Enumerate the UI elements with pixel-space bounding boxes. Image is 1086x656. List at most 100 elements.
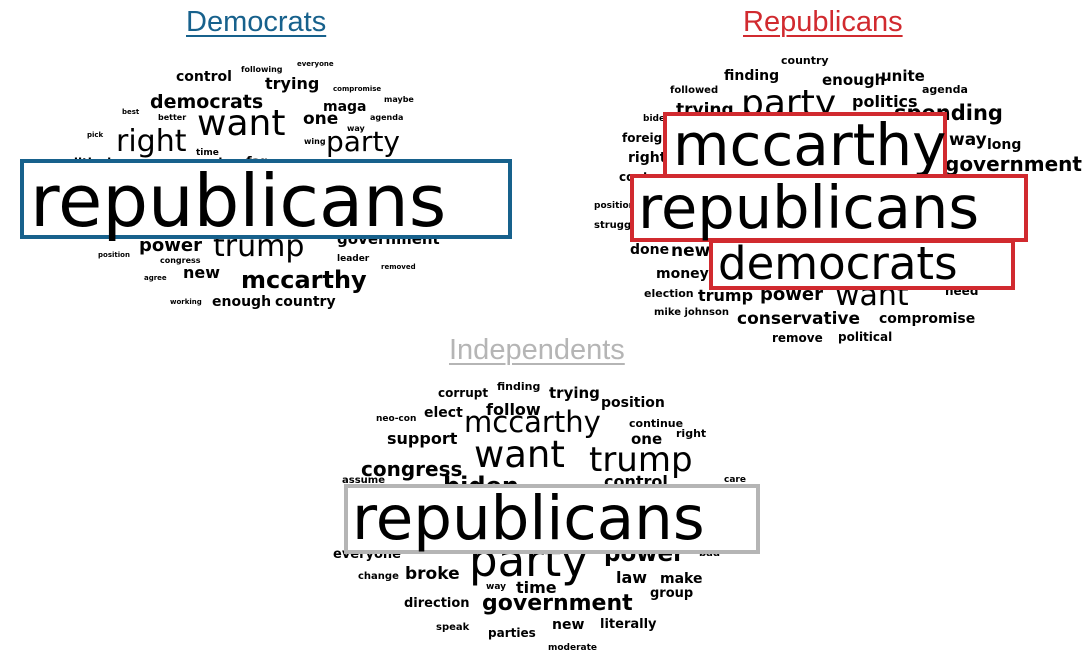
republicans-cloud-word: done (630, 242, 670, 258)
democrats-cloud-word: removed (381, 263, 416, 271)
democrats-cloud-word: mccarthy (241, 266, 367, 294)
independents-cloud-word: corrupt (438, 386, 489, 400)
democrats-cloud-word: maybe (384, 95, 414, 104)
republicans-cloud-word: government (945, 152, 1082, 176)
independents-cloud-word: way (486, 582, 506, 592)
independents-cloud-word: care (724, 475, 746, 485)
republicans-cloud-word: foreign (622, 131, 671, 145)
democrats-cloud-word: time (196, 148, 219, 158)
republicans-cloud-word: mike johnson (654, 307, 729, 318)
republicans-cloud-word: way (949, 130, 987, 150)
independents-cloud-word: group (650, 586, 694, 601)
democrats-cloud-word: right (116, 124, 187, 159)
democrats-cloud-word: working (170, 298, 202, 306)
independents-highlight-word: republicans (352, 483, 705, 554)
republicans-highlight-box-1: mccarthy (663, 112, 947, 180)
independents-cloud-word: elect (424, 405, 463, 421)
democrats-cloud-word: agenda (370, 113, 404, 122)
democrats-cloud-word: agree (144, 274, 167, 282)
democrats-cloud-word: party (326, 125, 400, 158)
republicans-cloud-word: remove (772, 331, 823, 345)
republicans-cloud-word: followed (670, 85, 719, 96)
independents-cloud-word: make (660, 571, 703, 587)
republicans-cloud-word: political (838, 330, 893, 344)
republicans-highlight-word-1: mccarthy (673, 111, 947, 179)
republicans-highlight-word-2: republicans (638, 173, 980, 242)
republicans-cloud-word: new (671, 241, 711, 261)
republicans-cloud-word: country (781, 54, 829, 67)
independents-cloud-word: new (552, 617, 585, 633)
republicans-cloud-word: agenda (922, 83, 968, 96)
republicans-title: Republicans (743, 6, 903, 38)
independents-cloud-word: literally (600, 617, 657, 632)
independents-highlight-box: republicans (344, 484, 760, 554)
independents-cloud-word: continue (629, 417, 684, 430)
democrats-title: Democrats (186, 6, 327, 38)
independents-cloud-word: follow (486, 400, 541, 419)
democrats-cloud-word: democrats (150, 91, 264, 113)
democrats-cloud-word: best (122, 108, 140, 116)
democrats-cloud-word: trying (265, 74, 320, 93)
republicans-cloud-word: position (594, 201, 636, 211)
democrats-cloud-word: congress (160, 256, 201, 265)
independents-cloud-word: support (387, 429, 458, 448)
independents-cloud-word: congress (361, 457, 463, 481)
independents-cloud-word: change (358, 571, 399, 582)
independents-cloud-word: trying (549, 384, 600, 402)
democrats-cloud-word: position (98, 251, 130, 259)
republicans-cloud-word: conservative (737, 309, 861, 329)
democrats-cloud-word: way (347, 124, 365, 133)
democrats-cloud-word: maga (323, 99, 367, 115)
democrats-cloud-word: leader (337, 254, 370, 264)
republicans-cloud-word: struggle (594, 220, 642, 231)
democrats-cloud-word: pick (87, 131, 104, 139)
republicans-highlight-word-3: democrats (718, 237, 958, 290)
independents-cloud-word: speak (436, 622, 470, 633)
democrats-highlight-box: republicans (20, 159, 512, 239)
republicans-cloud-word: long (987, 137, 1022, 153)
independents-cloud-word: law (616, 568, 648, 587)
independents-cloud-word: right (676, 427, 707, 440)
democrats-cloud-word: following (241, 65, 283, 74)
independents-cloud-word: want (474, 433, 565, 476)
independents-cloud-word: time (516, 578, 557, 597)
republicans-cloud-word: power (760, 284, 823, 305)
republicans-cloud-word: trump (698, 286, 754, 305)
democrats-cloud-word: better (158, 113, 187, 122)
democrats-cloud-word: one (303, 109, 339, 129)
republicans-cloud-word: money (656, 266, 709, 282)
independents-cloud-word: mccarthy (464, 405, 601, 439)
independents-cloud-word: position (601, 395, 665, 411)
independents-cloud-word: government (482, 591, 633, 616)
republicans-cloud-word: election (644, 287, 694, 300)
independents-cloud-word: assume (342, 475, 385, 486)
democrats-highlight-word: republicans (30, 159, 447, 243)
independents-cloud-word: trump (589, 440, 693, 480)
democrats-cloud-word: country (275, 294, 336, 310)
democrats-cloud-word: compromise (333, 85, 382, 93)
republicans-cloud-word: finding (724, 68, 780, 84)
democrats-cloud-word: new (183, 263, 221, 282)
democrats-cloud-word: power (139, 235, 202, 256)
independents-cloud-word: finding (497, 380, 541, 393)
republicans-highlight-box-2: republicans (630, 174, 1028, 242)
democrats-cloud-word: wing (304, 137, 326, 146)
independents-cloud-word: parties (488, 626, 536, 640)
republicans-cloud-word: biden (643, 114, 672, 124)
democrats-cloud-word: control (176, 69, 232, 85)
republicans-cloud-word: right (628, 150, 667, 166)
republicans-cloud-word: compromise (879, 311, 976, 327)
independents-title: Independents (449, 334, 625, 366)
independents-cloud-word: moderate (548, 643, 598, 653)
independents-cloud-word: broke (405, 564, 460, 584)
republicans-cloud-word: enough (822, 71, 886, 89)
democrats-cloud-word: want (197, 103, 286, 144)
independents-cloud-word: direction (404, 596, 470, 611)
independents-cloud-word: one (631, 430, 663, 448)
democrats-cloud-word: everyone (297, 60, 334, 68)
republicans-highlight-box-3: democrats (709, 239, 1015, 290)
democrats-cloud-word: enough (212, 294, 272, 310)
independents-cloud-word: neo-con (376, 414, 417, 424)
republicans-cloud-word: politics (852, 92, 918, 111)
